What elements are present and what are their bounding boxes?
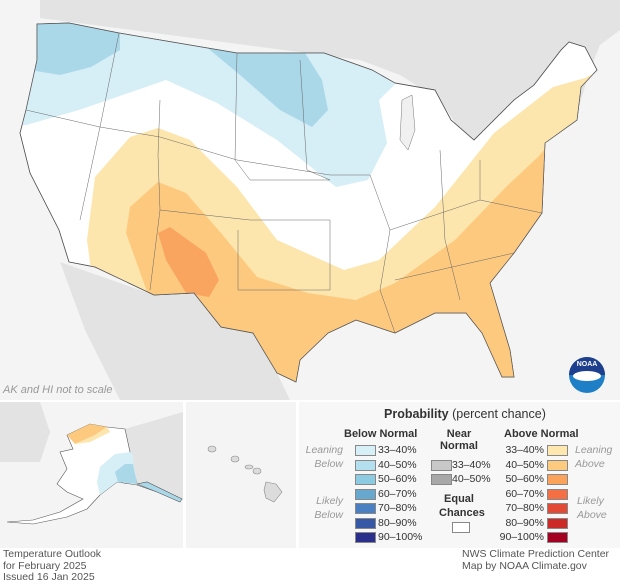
below-label: 80–90% [378, 516, 417, 529]
credits: NWS Climate Prediction Center Map by NOA… [462, 548, 610, 572]
mexico-land [60, 262, 290, 400]
lake-michigan [399, 94, 416, 151]
equal-chances-heading: Equal Chances [439, 493, 485, 519]
alaska-inset [0, 402, 183, 548]
outlook-period: for February 2025 [3, 559, 87, 572]
credit-map: Map by NOAA Climate.gov [462, 559, 587, 572]
canada-land [40, 0, 620, 150]
above-swatch [547, 474, 568, 485]
outlook-title: Temperature Outlook [3, 548, 102, 560]
below-label: 33–40% [378, 444, 417, 456]
below-swatch [355, 445, 376, 456]
below-swatch [355, 503, 376, 514]
above-label: 50–60% [505, 473, 544, 485]
above-swatch [547, 488, 568, 500]
equal-chances-swatch [452, 522, 470, 533]
below-swatch [355, 474, 376, 485]
above-swatch [547, 532, 568, 543]
likely-below-label: Likely Below [314, 495, 343, 521]
above-label: 70–80% [505, 502, 544, 514]
above-swatch [547, 503, 568, 514]
near-label: 40–50% [452, 473, 491, 485]
hawaii-inset [186, 402, 296, 548]
likely-above-label: Likely Above [577, 495, 607, 521]
below-leaning-40-50-region-north [198, 40, 328, 127]
below-swatch [355, 517, 376, 529]
below-swatch [355, 459, 376, 471]
us-border [19, 22, 598, 383]
below-normal-heading: Below Normal [344, 428, 418, 440]
scale-note: AK and HI not to scale [3, 384, 113, 396]
leaning-above-label: Leaning Above [575, 444, 613, 470]
below-label: 70–80% [378, 502, 417, 514]
outlook-info: Temperature Outlook for February 2025 Is… [3, 548, 102, 584]
near-swatch [431, 459, 452, 471]
below-label: 90–100% [378, 531, 423, 543]
credit-source: NWS Climate Prediction Center [462, 548, 610, 560]
near-label: 33–40% [452, 458, 491, 471]
issue-date: Issued 16 Jan 2025 [3, 571, 95, 583]
above-50-60-region [158, 227, 219, 297]
near-normal-heading: Near Normal [440, 428, 478, 452]
below-swatch [355, 488, 376, 500]
conus-map [0, 0, 620, 400]
legend-title: Probability (percent chance) [384, 407, 546, 421]
above-swatch [547, 517, 568, 529]
above-swatch [547, 459, 568, 471]
below-swatch [355, 532, 376, 543]
below-label: 60–70% [378, 487, 417, 500]
noaa-logo: NOAA [569, 357, 605, 393]
near-swatch [431, 474, 452, 485]
above-swatch [547, 445, 568, 456]
noaa-logo-text: NOAA [576, 361, 598, 368]
above-label: 33–40% [505, 444, 544, 456]
below-label: 40–50% [378, 458, 417, 471]
above-label: 80–90% [505, 516, 544, 529]
above-label: 60–70% [505, 487, 544, 500]
above-label: 40–50% [505, 458, 544, 471]
above-normal-heading: Above Normal [504, 428, 579, 440]
below-label: 50–60% [378, 473, 417, 485]
leaning-below-label: Leaning Below [305, 444, 343, 470]
state-lines [25, 32, 543, 334]
above-label: 90–100% [499, 531, 544, 543]
legend: Probability (percent chance) Below Norma… [299, 402, 620, 548]
